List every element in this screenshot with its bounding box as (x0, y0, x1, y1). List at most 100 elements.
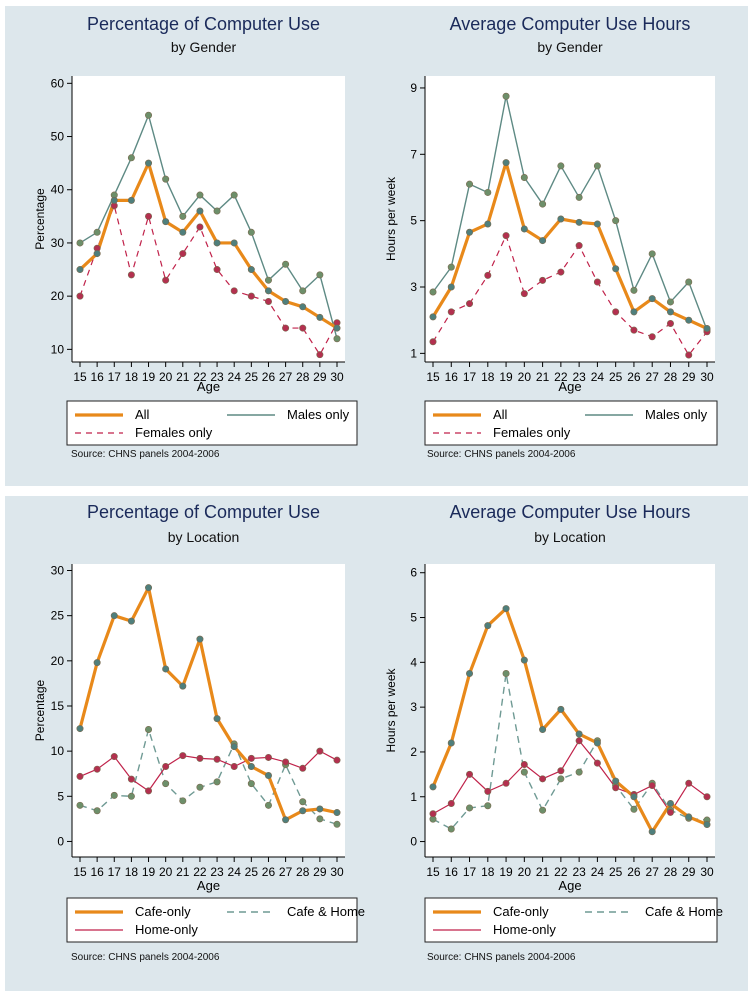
data-point (685, 351, 693, 359)
data-point (247, 762, 255, 770)
data-point (127, 617, 135, 625)
data-point (429, 313, 437, 321)
data-point (333, 324, 341, 332)
data-point (247, 266, 255, 274)
legend-label: Males only (287, 407, 350, 422)
source-note: Source: CHNS panels 2004-2006 (71, 449, 220, 460)
y-tick-label: 3 (410, 700, 417, 714)
data-point (484, 622, 492, 630)
x-tick-label: 15 (426, 370, 440, 384)
data-point (110, 753, 118, 761)
x-tick-label: 28 (296, 865, 310, 879)
x-tick-label: 22 (554, 370, 568, 384)
data-point (466, 670, 474, 678)
x-tick-label: 17 (463, 370, 477, 384)
x-tick-label: 23 (572, 370, 586, 384)
data-point (316, 313, 324, 321)
data-point (466, 180, 474, 188)
x-tick-label: 16 (90, 865, 104, 879)
data-point (685, 779, 693, 787)
y-tick-label: 5 (410, 611, 417, 625)
data-point (520, 768, 528, 776)
data-point (630, 793, 638, 801)
y-axis-label: Hours per week (384, 176, 398, 261)
data-point (213, 239, 221, 247)
legend-label: Cafe & Home (645, 904, 723, 919)
data-point (93, 807, 101, 815)
data-point (484, 802, 492, 810)
data-point (316, 747, 324, 755)
legend-label: Cafe-only (493, 904, 549, 919)
data-point (557, 775, 565, 783)
data-point (539, 276, 547, 284)
data-point (333, 335, 341, 343)
data-point (612, 308, 620, 316)
data-point (466, 804, 474, 812)
data-point (502, 92, 510, 100)
x-tick-label: 17 (108, 370, 122, 384)
data-point (557, 215, 565, 223)
series-line-all (431, 161, 708, 330)
x-tick-label: 17 (108, 865, 122, 879)
x-tick-label: 26 (262, 370, 276, 384)
x-tick-label: 18 (125, 865, 139, 879)
data-point (648, 333, 656, 341)
data-point (593, 162, 601, 170)
data-point (179, 212, 187, 220)
data-point (648, 295, 656, 303)
data-point (282, 260, 290, 268)
data-point (179, 250, 187, 258)
data-point (333, 820, 341, 828)
data-point (685, 278, 693, 286)
legend-label: Females only (135, 425, 213, 440)
legend-label: Females only (493, 425, 571, 440)
x-tick-label: 15 (426, 865, 440, 879)
x-tick-label: 30 (330, 370, 344, 384)
legend-box (66, 400, 358, 446)
x-tick-label: 27 (646, 865, 660, 879)
data-point (145, 111, 153, 119)
data-point (557, 268, 565, 276)
data-point (466, 300, 474, 308)
x-tick-label: 22 (193, 370, 207, 384)
data-point (502, 779, 510, 787)
y-tick-label: 20 (51, 289, 65, 303)
source-note: Source: CHNS panels 2004-2006 (427, 952, 576, 963)
x-tick-label: 21 (176, 865, 190, 879)
data-point (502, 159, 510, 167)
series-line-male (432, 95, 708, 331)
y-tick-label: 60 (51, 76, 65, 90)
x-tick-label: 30 (700, 865, 714, 879)
data-point (179, 682, 187, 690)
x-tick-label: 18 (125, 370, 139, 384)
data-point (703, 324, 711, 332)
x-tick-label: 18 (481, 370, 495, 384)
data-point (539, 775, 547, 783)
data-point (484, 271, 492, 279)
x-tick-label: 16 (90, 370, 104, 384)
legend-label: All (135, 407, 150, 422)
data-point (630, 326, 638, 334)
y-tick-label: 7 (410, 147, 417, 161)
y-tick-label: 9 (410, 81, 417, 95)
x-tick-label: 25 (609, 865, 623, 879)
x-tick-label: 25 (245, 865, 259, 879)
data-point (520, 290, 528, 298)
data-point (630, 286, 638, 294)
data-point (575, 768, 583, 776)
series-line-all (78, 586, 338, 822)
data-point (196, 783, 204, 791)
data-point (593, 220, 601, 228)
data-point (213, 207, 221, 215)
x-tick-label: 29 (682, 370, 696, 384)
data-point (127, 271, 135, 279)
legend-label: Home-only (135, 922, 198, 937)
data-point (648, 828, 656, 836)
data-point (162, 762, 170, 770)
y-tick-label: 4 (410, 655, 417, 669)
legend-box (424, 897, 718, 943)
data-point (447, 739, 455, 747)
y-tick-label: 10 (51, 744, 65, 758)
source-note: Source: CHNS panels 2004-2006 (427, 449, 576, 460)
